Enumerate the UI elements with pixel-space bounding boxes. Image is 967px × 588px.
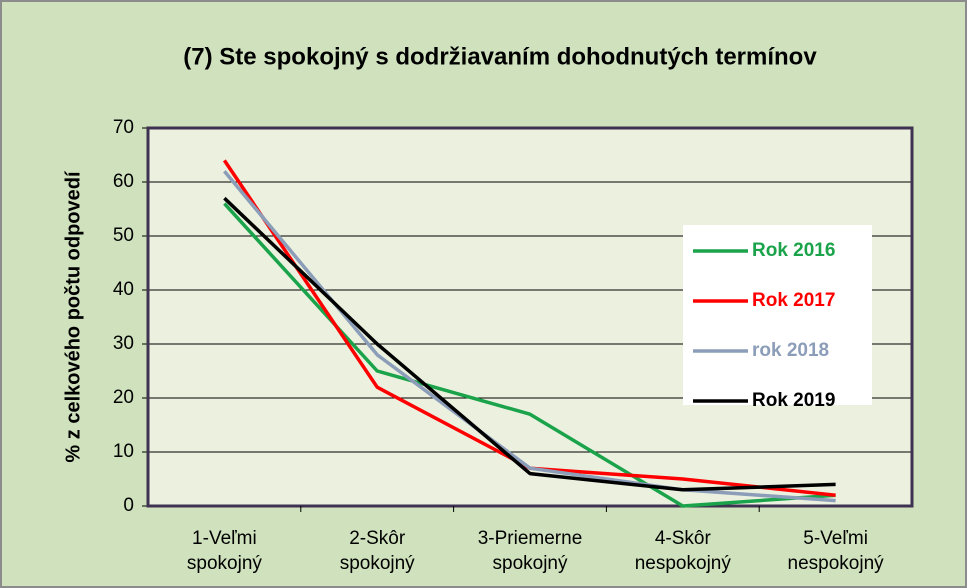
- y-tick-label: 0: [123, 495, 134, 516]
- y-tick-label: 10: [113, 441, 134, 462]
- y-axis-label: % z celkového počtu odpovedí: [62, 170, 84, 463]
- x-tick-label: 2-Skôr spokojný: [339, 528, 415, 574]
- legend-label: Rok 2016: [752, 240, 835, 261]
- x-tick-label: 4-Skôr nespokojný: [634, 528, 731, 574]
- series-line: [223, 196, 836, 492]
- x-tick-label: 1-Veľmi spokojný: [186, 528, 262, 574]
- y-tick-label: 60: [113, 171, 134, 192]
- legend-label: rok 2018: [752, 340, 829, 361]
- legend-label: Rok 2017: [752, 290, 835, 311]
- chart-title: (7) Ste spokojný s dodržiavaním dohodnut…: [183, 43, 817, 70]
- y-tick-label: 30: [113, 333, 134, 354]
- y-tick-label: 40: [113, 279, 134, 300]
- legend-label: Rok 2019: [752, 390, 835, 411]
- y-tick-label: 50: [113, 225, 134, 246]
- series-line: [223, 202, 836, 508]
- legend-box: [683, 225, 872, 405]
- x-tick-label: 3-Priemerne spokojný: [477, 528, 583, 574]
- x-tick-label: 5-Veľmi nespokojný: [787, 528, 884, 574]
- y-tick-label: 20: [113, 387, 134, 408]
- y-tick-label: 70: [113, 117, 134, 138]
- plot-border: [146, 126, 914, 508]
